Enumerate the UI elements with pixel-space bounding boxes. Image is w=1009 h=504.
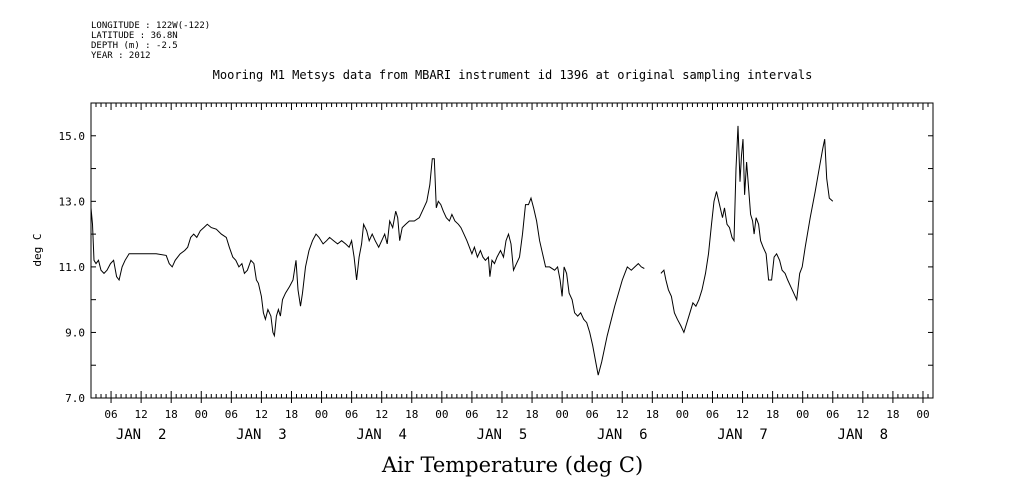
y-tick-labels: 7.0 9.0 11.0 13.0 15.0 xyxy=(59,130,86,405)
x-tick-label: 00 xyxy=(796,408,809,421)
y-tick-label: 9.0 xyxy=(65,326,85,339)
x-tick-label: 18 xyxy=(766,408,779,421)
x-tick-label: 18 xyxy=(886,408,899,421)
x-tick-label: 12 xyxy=(375,408,388,421)
series-group xyxy=(90,125,834,376)
y-tick-label: 13.0 xyxy=(59,195,86,208)
y-tick-label: 7.0 xyxy=(65,392,85,405)
x-tick-label: 00 xyxy=(315,408,328,421)
series-line xyxy=(660,125,834,334)
x-tick-label: 12 xyxy=(736,408,749,421)
x-axis-label: Air Temperature (deg C) xyxy=(381,453,644,477)
x-day-label: JAN 5 xyxy=(477,427,528,443)
y-tick-label: 11.0 xyxy=(59,261,86,274)
series-line xyxy=(90,158,645,376)
x-tick-label: 00 xyxy=(435,408,448,421)
station-metadata: LONGITUDE : 122W(-122) LATITUDE : 36.8N … xyxy=(91,21,210,61)
x-day-label: JAN 7 xyxy=(717,427,768,443)
x-tick-label: 18 xyxy=(285,408,298,421)
x-tick-label: 06 xyxy=(465,408,478,421)
x-tick-label: 00 xyxy=(555,408,568,421)
x-tick-label: 18 xyxy=(646,408,659,421)
latitude-text: LATITUDE : 36.8N xyxy=(91,31,178,41)
x-tick-label: 12 xyxy=(495,408,508,421)
x-tick-label: 00 xyxy=(676,408,689,421)
x-tick-label: 06 xyxy=(706,408,719,421)
x-tick-label: 06 xyxy=(826,408,839,421)
x-tick-label: 18 xyxy=(525,408,538,421)
x-tick-label: 12 xyxy=(255,408,268,421)
y-axis-label: deg C xyxy=(31,233,44,266)
axis-ticks xyxy=(90,102,934,403)
x-tick-label: 12 xyxy=(616,408,629,421)
x-day-label: JAN 6 xyxy=(597,427,648,443)
x-tick-label: 12 xyxy=(856,408,869,421)
x-tick-label: 06 xyxy=(345,408,358,421)
x-tick-label: 18 xyxy=(405,408,418,421)
x-tick-labels: 06 12 18 00 06 12 18 00 06 12 18 00 06 12 18 00 06 12 18 00… xyxy=(104,408,929,421)
year-text: YEAR : 2012 xyxy=(91,51,151,61)
x-tick-label: 00 xyxy=(195,408,208,421)
longitude-text: LONGITUDE : 122W(-122) xyxy=(91,21,211,31)
x-tick-label: 06 xyxy=(104,408,117,421)
x-tick-label: 12 xyxy=(134,408,147,421)
x-tick-label: 00 xyxy=(916,408,929,421)
x-day-label: JAN 3 xyxy=(236,427,287,443)
x-day-label: JAN 4 xyxy=(356,427,407,443)
x-day-label: JAN 2 xyxy=(116,427,167,443)
x-day-labels: JAN 2 JAN 3 JAN 4 JAN 5 JAN 6 JAN 7 JAN 8 xyxy=(116,427,888,443)
x-tick-label: 18 xyxy=(165,408,178,421)
x-tick-label: 06 xyxy=(586,408,599,421)
chart-title: Mooring M1 Metsys data from MBARI instru… xyxy=(212,68,813,82)
x-tick-label: 06 xyxy=(225,408,238,421)
x-day-label: JAN 8 xyxy=(838,427,889,443)
y-tick-label: 15.0 xyxy=(59,130,86,143)
depth-text: DEPTH (m) : -2.5 xyxy=(91,41,178,51)
